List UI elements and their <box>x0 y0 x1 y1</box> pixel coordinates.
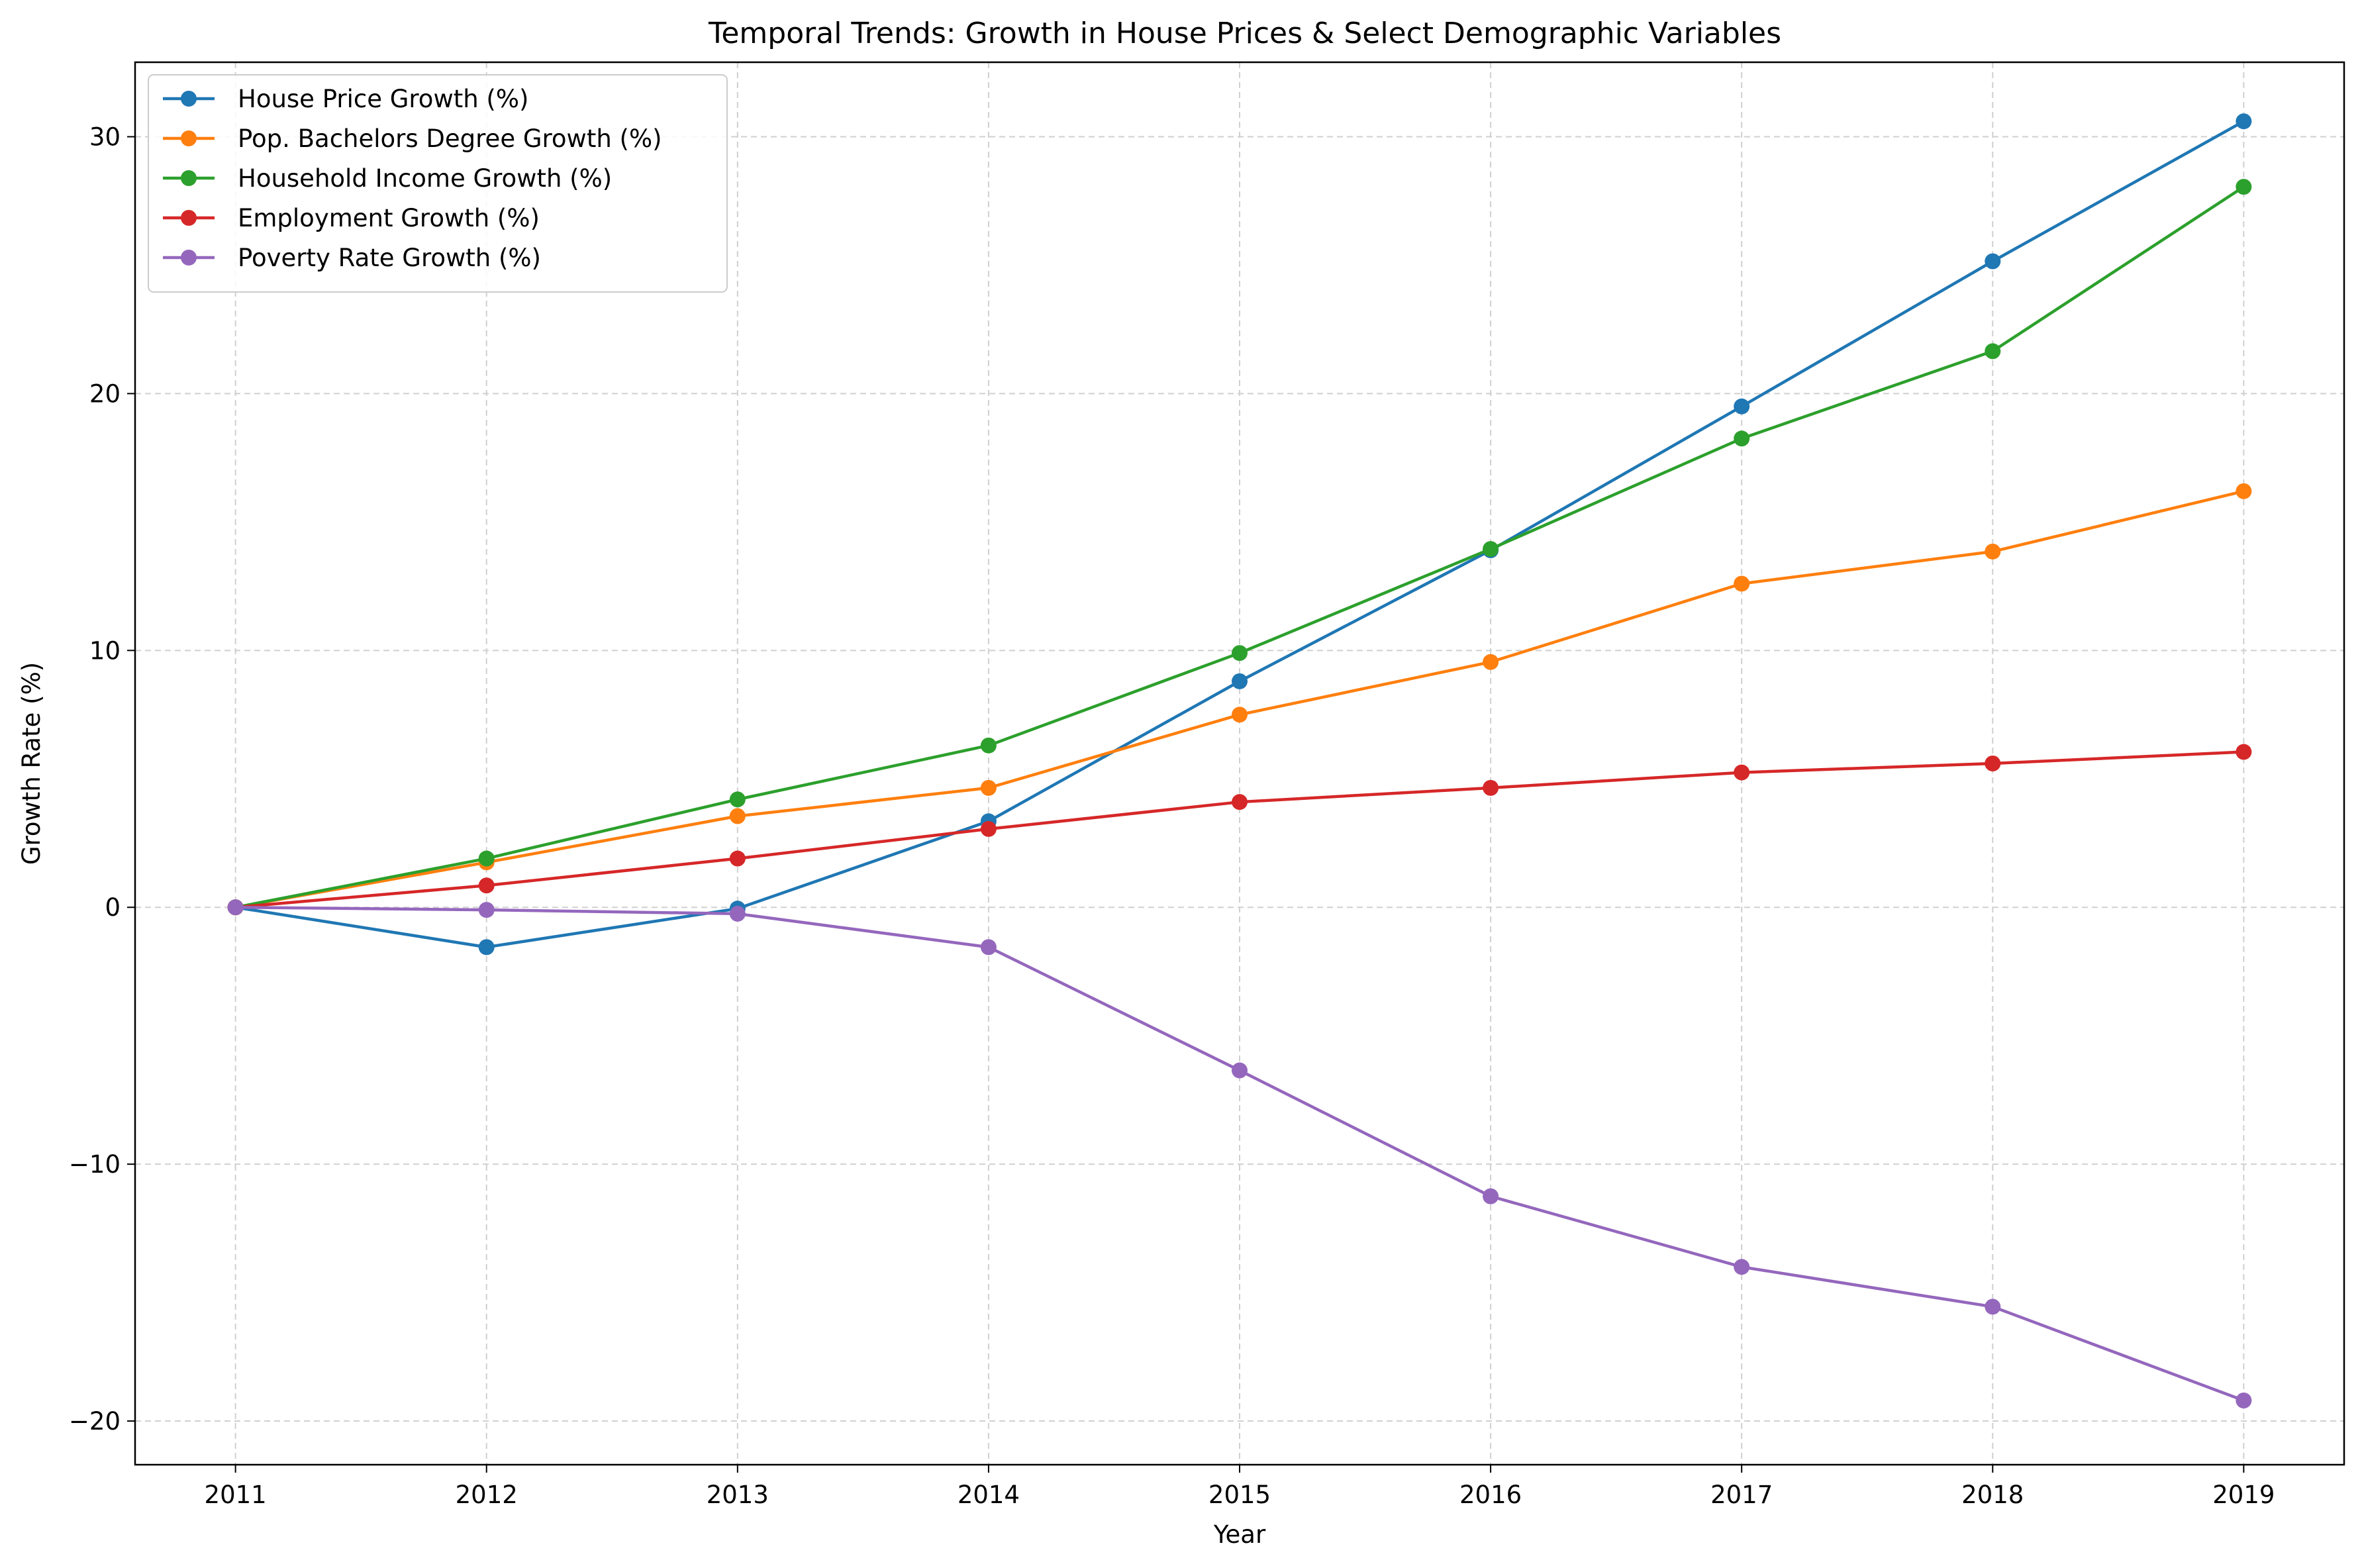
legend-label: Poverty Rate Growth (%) <box>238 244 541 272</box>
data-point <box>1734 1259 1750 1275</box>
data-point <box>1483 779 1499 796</box>
data-point <box>729 850 746 867</box>
data-point <box>1232 673 1248 689</box>
data-point <box>227 899 244 916</box>
legend-label: Household Income Growth (%) <box>238 164 612 193</box>
y-tick-label: 30 <box>89 122 121 151</box>
data-point <box>980 779 997 796</box>
data-point <box>478 902 495 918</box>
data-point <box>1985 1298 2001 1315</box>
y-tick-label: −20 <box>69 1407 121 1436</box>
data-point <box>729 808 746 824</box>
data-point <box>478 939 495 956</box>
legend-marker <box>181 91 197 107</box>
data-point <box>1985 253 2001 270</box>
data-point <box>1734 575 1750 592</box>
x-axis-ticks: 2011 2012 2013 2014 2015 2016 2017 2018 2019 <box>205 1465 2275 1509</box>
legend-marker <box>181 250 197 266</box>
legend-label: House Price Growth (%) <box>238 85 528 113</box>
x-tick-label: 2011 <box>205 1481 267 1509</box>
y-axis-ticks: −20 −10 0 10 20 30 <box>69 122 135 1436</box>
legend-marker <box>181 210 197 226</box>
data-point <box>1734 430 1750 447</box>
x-tick-label: 2017 <box>1710 1481 1773 1509</box>
data-point <box>1232 645 1248 662</box>
legend: House Price Growth (%) Pop. Bachelors Deg… <box>148 74 728 293</box>
y-axis-label: Growth Rate (%) <box>17 662 46 865</box>
chart-title: Temporal Trends: Growth in House Prices … <box>708 17 1781 50</box>
data-point <box>1734 764 1750 781</box>
x-tick-label: 2018 <box>1961 1481 2024 1509</box>
y-tick-label: 10 <box>89 636 121 665</box>
data-point <box>729 791 746 808</box>
data-point <box>1985 343 2001 360</box>
data-point <box>1232 1062 1248 1079</box>
legend-label: Employment Growth (%) <box>238 204 540 232</box>
data-point <box>478 850 495 867</box>
y-tick-label: 0 <box>105 893 121 922</box>
x-axis-label: Year <box>1213 1520 1266 1549</box>
y-tick-label: −10 <box>69 1150 121 1179</box>
x-tick-label: 2015 <box>1208 1481 1271 1509</box>
x-tick-label: 2013 <box>707 1481 769 1509</box>
legend-marker <box>181 130 197 146</box>
legend-marker <box>181 170 197 186</box>
series-lines <box>227 113 2252 1409</box>
plot-frame <box>134 61 2345 1466</box>
data-point <box>2236 483 2252 499</box>
y-tick-label: 20 <box>89 379 121 408</box>
legend-label: Pop. Bachelors Degree Growth (%) <box>238 124 662 153</box>
data-point <box>1232 707 1248 723</box>
x-tick-label: 2019 <box>2212 1481 2275 1509</box>
data-point <box>2236 1393 2252 1409</box>
data-point <box>980 737 997 754</box>
data-point <box>980 939 997 956</box>
data-point <box>1483 541 1499 558</box>
data-point <box>2236 744 2252 760</box>
data-point <box>1483 1188 1499 1204</box>
x-tick-label: 2016 <box>1459 1481 1522 1509</box>
data-point <box>1985 543 2001 560</box>
data-point <box>2236 179 2252 195</box>
data-point <box>1483 654 1499 670</box>
data-point <box>980 820 997 837</box>
x-tick-label: 2012 <box>456 1481 518 1509</box>
data-point <box>478 877 495 894</box>
data-point <box>1232 794 1248 810</box>
legend-box <box>148 74 728 293</box>
data-point <box>1734 398 1750 415</box>
x-tick-label: 2014 <box>958 1481 1020 1509</box>
data-point <box>729 905 746 922</box>
data-point <box>1985 756 2001 771</box>
data-point <box>2236 113 2252 130</box>
